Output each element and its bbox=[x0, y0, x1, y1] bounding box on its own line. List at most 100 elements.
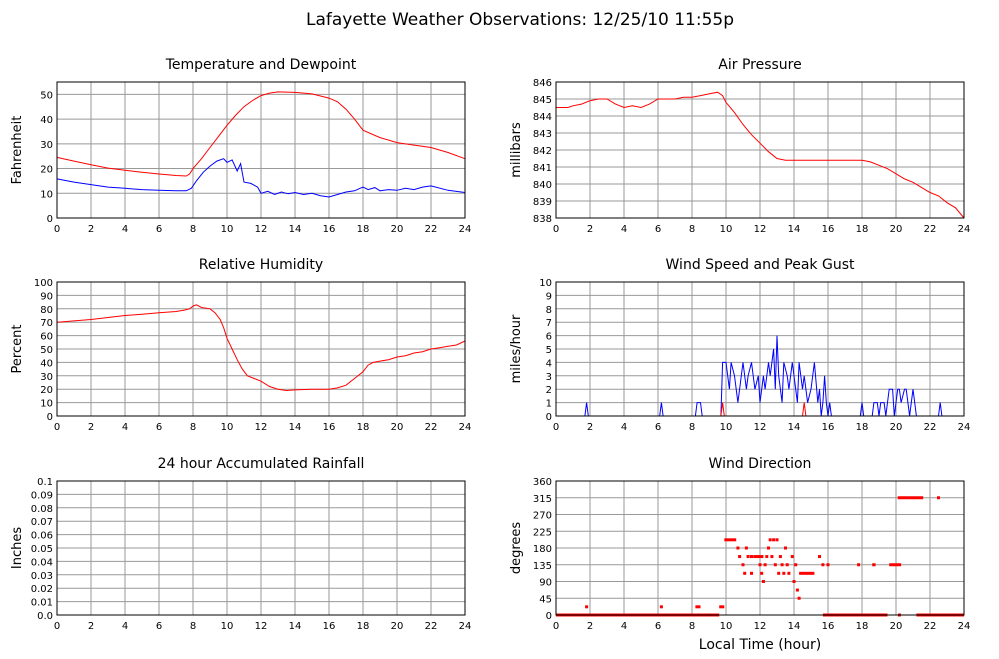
y-tick-label: 135 bbox=[533, 561, 552, 572]
y-axis-label: Fahrenheit bbox=[10, 116, 25, 185]
plot-frame bbox=[555, 81, 965, 219]
y-tick-label: 10 bbox=[539, 278, 552, 289]
x-tick-label: 18 bbox=[856, 224, 869, 235]
direction-point bbox=[784, 546, 787, 550]
x-tick-label: 10 bbox=[221, 224, 234, 235]
x-tick-label: 20 bbox=[391, 621, 404, 632]
direction-point bbox=[744, 546, 748, 550]
x-tick-label: 0 bbox=[54, 621, 60, 632]
y-tick-label: 843 bbox=[533, 129, 552, 140]
x-tick-label: 2 bbox=[587, 422, 593, 433]
y-tick-label: 225 bbox=[533, 527, 552, 538]
y-tick-label: 90 bbox=[539, 578, 552, 589]
x-tick-label: 4 bbox=[621, 224, 627, 235]
x-tick-label: 16 bbox=[822, 621, 835, 632]
direction-point bbox=[792, 580, 796, 583]
x-tick-label: 16 bbox=[323, 621, 336, 632]
direction-point bbox=[760, 571, 764, 575]
x-tick-label: 6 bbox=[655, 224, 661, 235]
direction-point bbox=[821, 563, 825, 567]
x-tick-label: 24 bbox=[459, 422, 472, 433]
y-tick-label: 20 bbox=[40, 165, 53, 176]
x-tick-label: 24 bbox=[459, 621, 472, 632]
direction-point bbox=[772, 538, 776, 542]
chart-title: Air Pressure bbox=[718, 57, 801, 73]
x-tick-label: 10 bbox=[720, 422, 733, 433]
x-tick-label: 16 bbox=[822, 224, 835, 235]
x-tick-label: 18 bbox=[357, 422, 370, 433]
y-tick-label: 2 bbox=[546, 385, 552, 396]
series-line-1 bbox=[56, 158, 466, 198]
y-tick-label: 360 bbox=[533, 477, 552, 488]
direction-point bbox=[777, 571, 781, 575]
x-tick-label: 12 bbox=[255, 224, 268, 235]
plot-frame bbox=[56, 480, 466, 616]
y-tick-label: 50 bbox=[40, 90, 53, 101]
x-tick-label: 10 bbox=[221, 621, 234, 632]
grid bbox=[555, 81, 965, 219]
direction-point bbox=[818, 555, 821, 559]
direction-point bbox=[770, 555, 774, 559]
x-tick-label: 2 bbox=[587, 621, 593, 632]
x-tick-label: 8 bbox=[689, 621, 695, 632]
y-tick-label: 0.05 bbox=[31, 544, 53, 555]
direction-point bbox=[775, 538, 779, 542]
x-tick-label: 16 bbox=[323, 224, 336, 235]
x-tick-label: 0 bbox=[553, 621, 559, 632]
x-tick-label: 16 bbox=[822, 422, 835, 433]
y-tick-label: 0.04 bbox=[31, 557, 53, 568]
x-tick-label: 18 bbox=[357, 621, 370, 632]
x-tick-label: 0 bbox=[54, 422, 60, 433]
x-tick-label: 24 bbox=[958, 224, 971, 235]
y-tick-label: 0.1 bbox=[37, 477, 53, 488]
y-tick-label: 4 bbox=[546, 358, 552, 369]
direction-point bbox=[782, 571, 786, 575]
direction-point bbox=[785, 563, 789, 567]
y-tick-label: 1 bbox=[546, 399, 552, 410]
chart-title: Wind Direction bbox=[709, 456, 812, 472]
direction-point bbox=[767, 546, 770, 550]
y-tick-label: 0.06 bbox=[31, 531, 53, 542]
x-tick-label: 12 bbox=[255, 621, 268, 632]
x-tick-label: 22 bbox=[924, 422, 937, 433]
x-tick-label: 10 bbox=[720, 224, 733, 235]
page-title: Lafayette Weather Observations: 12/25/10… bbox=[306, 10, 734, 30]
x-tick-label: 0 bbox=[54, 224, 60, 235]
x-tick-label: 24 bbox=[459, 224, 472, 235]
x-tick-label: 24 bbox=[958, 621, 971, 632]
direction-point bbox=[763, 563, 767, 567]
y-tick-label: 7 bbox=[546, 318, 552, 329]
x-tick-label: 6 bbox=[156, 422, 162, 433]
plot-frame bbox=[56, 281, 466, 417]
direction-point bbox=[773, 563, 777, 567]
x-tick-label: 24 bbox=[958, 422, 971, 433]
y-axis-label: Inches bbox=[10, 527, 25, 569]
direction-point bbox=[750, 555, 753, 559]
x-tick-label: 8 bbox=[689, 224, 695, 235]
y-tick-label: 9 bbox=[546, 291, 552, 302]
direction-point bbox=[743, 571, 747, 575]
grid bbox=[555, 480, 965, 616]
plot-frame bbox=[555, 480, 965, 616]
x-tick-label: 4 bbox=[122, 224, 128, 235]
x-tick-label: 14 bbox=[788, 422, 801, 433]
direction-point bbox=[741, 563, 745, 567]
y-tick-label: 0 bbox=[546, 412, 552, 423]
direction-point bbox=[768, 538, 772, 542]
direction-point bbox=[778, 555, 782, 559]
x-tick-label: 14 bbox=[788, 224, 801, 235]
direction-point bbox=[937, 496, 940, 500]
series-line-0 bbox=[56, 91, 466, 177]
direction-point bbox=[736, 546, 740, 550]
y-tick-label: 841 bbox=[533, 163, 552, 174]
direction-point bbox=[585, 605, 589, 609]
direction-point bbox=[795, 588, 799, 592]
x-tick-label: 4 bbox=[122, 422, 128, 433]
series-line-0 bbox=[556, 335, 964, 417]
y-axis-label: millibars bbox=[509, 122, 524, 178]
x-tick-label: 12 bbox=[255, 422, 268, 433]
